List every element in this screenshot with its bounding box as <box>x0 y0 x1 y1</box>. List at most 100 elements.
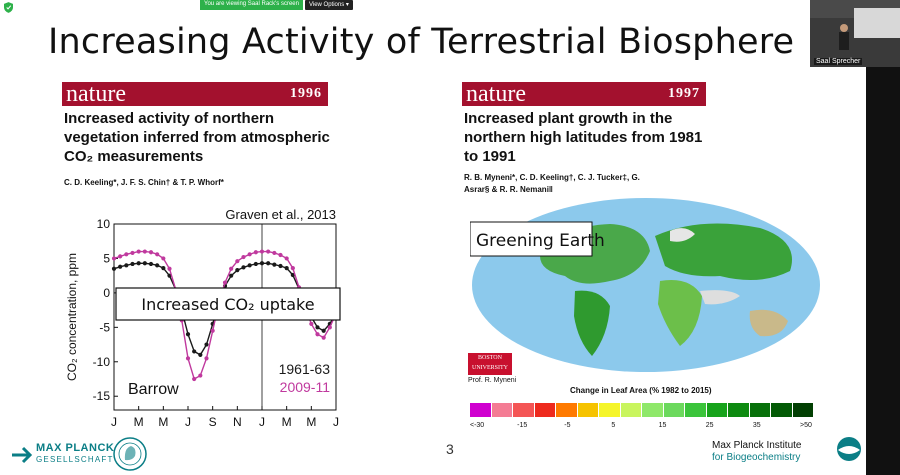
nature-banner-left: nature 1996 <box>62 82 328 106</box>
shield-icon <box>4 2 13 13</box>
data-point <box>290 272 295 278</box>
data-point <box>247 252 252 257</box>
data-point <box>272 250 277 256</box>
data-point <box>229 266 234 271</box>
slide-title: Increasing Activity of Terrestrial Biosp… <box>48 22 795 62</box>
meeting-side-panel <box>866 67 900 475</box>
legend-tick-label: 25 <box>705 422 714 429</box>
data-point <box>198 352 203 357</box>
nature-banner-right: nature 1997 <box>462 82 706 106</box>
mpg-subname: GESELLSCHAFT <box>36 455 114 464</box>
x-tick-label: M <box>282 415 292 429</box>
legend-ticks: <-30 -15 -5 5 15 25 35 >50 <box>470 422 814 432</box>
data-point <box>284 256 289 261</box>
legend-entry: 2009-11 <box>280 379 331 395</box>
data-point <box>148 261 154 267</box>
data-point <box>204 342 209 347</box>
x-tick-label: J <box>185 415 191 429</box>
map-color-legend <box>470 403 814 417</box>
data-point <box>229 273 234 278</box>
map-legend-title: Change in Leaf Area (% 1982 to 2015) <box>570 386 712 395</box>
legend-tick-label: -5 <box>564 422 571 429</box>
chevron-down-icon: ▾ <box>345 2 349 8</box>
x-tick-label: J <box>111 415 117 429</box>
data-point <box>124 263 129 268</box>
data-point <box>259 261 265 266</box>
data-point <box>198 373 203 378</box>
legend-swatch <box>577 403 599 417</box>
data-point <box>111 266 117 271</box>
data-point <box>321 328 326 333</box>
data-point <box>130 250 135 256</box>
minerva-seal-icon <box>113 437 147 471</box>
data-point <box>118 264 123 269</box>
data-point <box>222 280 228 285</box>
y-tick-label: 5 <box>103 251 110 265</box>
screen-share-bar: You are viewing Saal Rack's screen View … <box>200 0 353 10</box>
x-tick-label: M <box>134 415 144 429</box>
x-tick-label: M <box>306 415 316 429</box>
greening-earth-map: Greening Earth <box>470 198 820 372</box>
data-point <box>266 249 271 254</box>
mpg-arrow-icon <box>12 446 33 464</box>
data-point <box>210 328 215 333</box>
data-point <box>278 263 283 269</box>
legend-swatch <box>749 403 771 417</box>
data-point <box>118 254 123 259</box>
data-point <box>235 268 240 273</box>
data-point <box>309 321 314 326</box>
data-point <box>241 265 246 270</box>
data-point <box>111 256 117 261</box>
data-point <box>241 254 246 260</box>
data-point <box>235 259 240 264</box>
data-point <box>192 376 197 382</box>
data-point <box>247 263 252 268</box>
legend-tick-label: 35 <box>752 422 761 429</box>
paper-authors-right: R. B. Myneni*, C. D. Keeling†, C. J. Tuc… <box>464 173 640 194</box>
x-tick-label: S <box>209 415 217 429</box>
paper-title-left: Increased activity of northern vegetatio… <box>64 110 330 165</box>
legend-swatch <box>620 403 642 417</box>
video-feed <box>810 0 900 67</box>
map-label: Greening Earth <box>476 231 605 251</box>
legend-swatch <box>728 403 750 417</box>
data-point <box>315 332 320 337</box>
participant-name: Saal Sprecher <box>814 58 863 65</box>
participant-video[interactable]: Saal Sprecher <box>810 0 900 67</box>
nature-logo: nature <box>66 81 126 107</box>
share-message: You are viewing Saal Rack's screen <box>200 0 303 10</box>
view-options-button[interactable]: View Options ▾ <box>304 0 353 10</box>
legend-tick-label: <-30 <box>470 422 485 429</box>
nature-logo: nature <box>466 81 526 107</box>
data-point <box>148 250 154 255</box>
legend-swatch <box>792 403 814 417</box>
paper-year: 1997 <box>668 86 700 101</box>
map-credit: Prof. R. Myneni <box>468 377 517 384</box>
view-options-label: View Options <box>308 2 345 8</box>
boston-university-logo: BOSTON UNIVERSITY <box>468 353 512 375</box>
legend-swatch <box>706 403 728 417</box>
chart-citation: Graven et al., 2013 <box>225 207 336 222</box>
site-label: Barrow <box>128 381 179 398</box>
data-point <box>253 250 258 255</box>
legend-swatch <box>771 403 793 417</box>
x-tick-label: J <box>333 415 339 429</box>
y-tick-label: -5 <box>99 320 110 334</box>
data-point <box>272 262 277 267</box>
data-point <box>124 252 129 257</box>
legend-entry: 1961-63 <box>279 361 331 377</box>
y-tick-label: 0 <box>103 286 110 300</box>
institute-logo-icon <box>837 437 861 461</box>
map-label-box <box>470 221 593 257</box>
legend-tick-label: 15 <box>658 422 667 429</box>
legend-swatch <box>513 403 535 417</box>
data-point <box>315 325 320 330</box>
institute-name: Max Planck Institute <box>712 440 802 451</box>
legend-swatch <box>599 403 621 417</box>
annotation-box <box>115 287 341 321</box>
data-point <box>266 261 271 266</box>
data-point <box>192 349 197 354</box>
data-point <box>185 332 191 337</box>
data-point <box>327 325 332 330</box>
